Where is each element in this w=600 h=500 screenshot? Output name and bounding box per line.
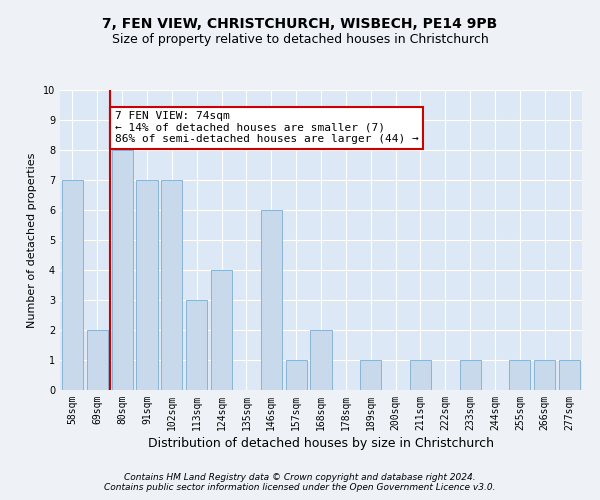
Bar (261, 210, 282, 390)
Text: Contains HM Land Registry data © Crown copyright and database right 2024.: Contains HM Land Registry data © Crown c… (124, 472, 476, 482)
Text: Contains public sector information licensed under the Open Government Licence v3: Contains public sector information licen… (104, 484, 496, 492)
Bar (211, 270, 232, 390)
Bar (410, 360, 431, 390)
Bar (460, 360, 481, 390)
Text: Distribution of detached houses by size in Christchurch: Distribution of detached houses by size … (148, 438, 494, 450)
Bar (534, 360, 555, 390)
Bar (559, 360, 580, 390)
Text: 7 FEN VIEW: 74sqm
← 14% of detached houses are smaller (7)
86% of semi-detached : 7 FEN VIEW: 74sqm ← 14% of detached hous… (115, 111, 418, 144)
Bar (360, 360, 381, 390)
Y-axis label: Number of detached properties: Number of detached properties (28, 152, 37, 328)
Bar (186, 300, 207, 390)
Bar (286, 360, 307, 390)
Bar (161, 180, 182, 390)
Bar (136, 180, 158, 390)
Bar (112, 150, 133, 390)
Bar (509, 360, 530, 390)
Text: Size of property relative to detached houses in Christchurch: Size of property relative to detached ho… (112, 32, 488, 46)
Bar (87, 330, 108, 390)
Text: 7, FEN VIEW, CHRISTCHURCH, WISBECH, PE14 9PB: 7, FEN VIEW, CHRISTCHURCH, WISBECH, PE14… (103, 18, 497, 32)
Bar (310, 330, 332, 390)
Bar (62, 180, 83, 390)
